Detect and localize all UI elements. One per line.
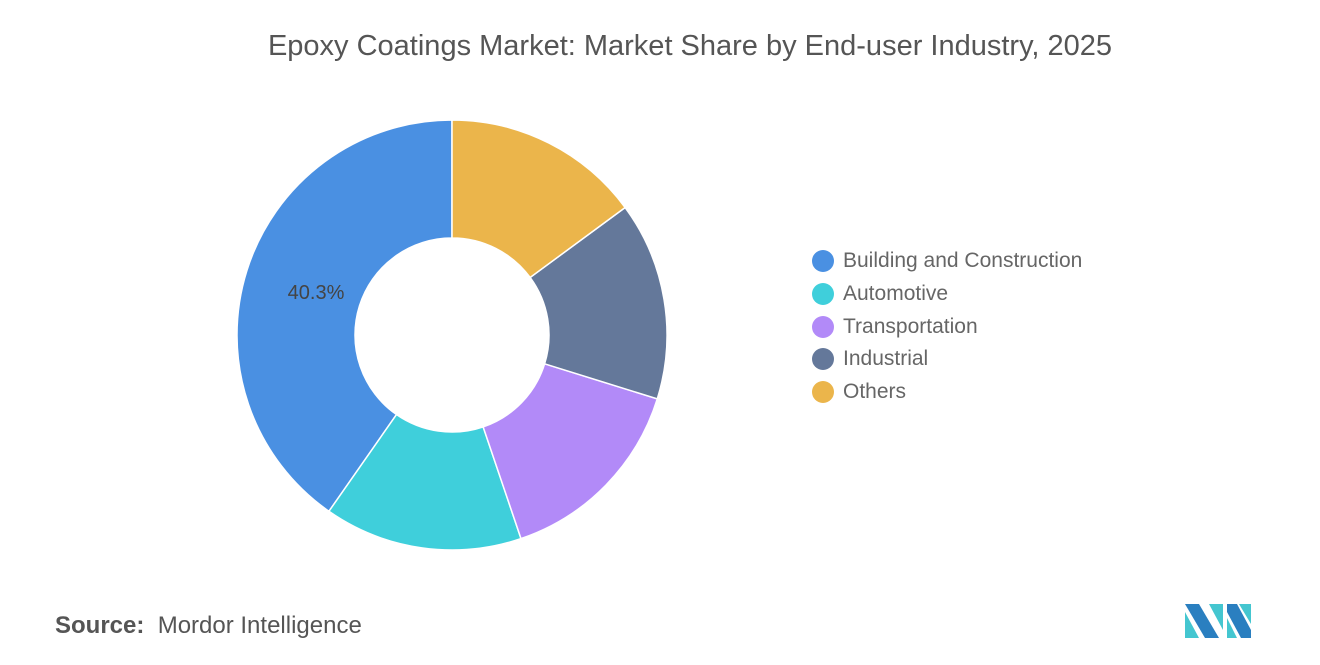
slice-automotive bbox=[327, 413, 522, 551]
legend-label: Building and Construction bbox=[843, 249, 1083, 273]
legend-swatch bbox=[812, 283, 834, 306]
slice-others bbox=[451, 119, 627, 279]
mordor-intelligence-logo bbox=[1185, 604, 1251, 638]
source-label: Source: bbox=[55, 612, 145, 639]
legend-item: Building and Construction bbox=[812, 245, 1082, 278]
legend-swatch bbox=[812, 381, 834, 404]
data-label: 40.3% bbox=[288, 282, 345, 304]
source-note: Source: Mordor Intelligence bbox=[55, 612, 362, 640]
legend-label: Automotive bbox=[843, 282, 949, 306]
legend-item: Transportation bbox=[812, 310, 1082, 343]
slice-transportation bbox=[482, 362, 659, 540]
slice-industrial bbox=[529, 206, 668, 400]
legend-swatch bbox=[812, 348, 834, 371]
legend-item: Industrial bbox=[812, 343, 1082, 376]
legend-swatch bbox=[812, 315, 834, 338]
legend: Building and Construction Automotive Trans… bbox=[812, 245, 1082, 408]
chart-title: Epoxy Coatings Market: Market Share by E… bbox=[267, 30, 1113, 62]
source-value: Mordor Intelligence bbox=[157, 612, 362, 639]
legend-item: Others bbox=[812, 376, 1082, 409]
legend-item: Automotive bbox=[812, 278, 1082, 311]
legend-label: Others bbox=[843, 380, 907, 404]
legend-swatch bbox=[812, 250, 834, 273]
legend-label: Industrial bbox=[843, 347, 929, 371]
slice-building-and-construction bbox=[236, 119, 453, 513]
legend-label: Transportation bbox=[843, 314, 978, 338]
